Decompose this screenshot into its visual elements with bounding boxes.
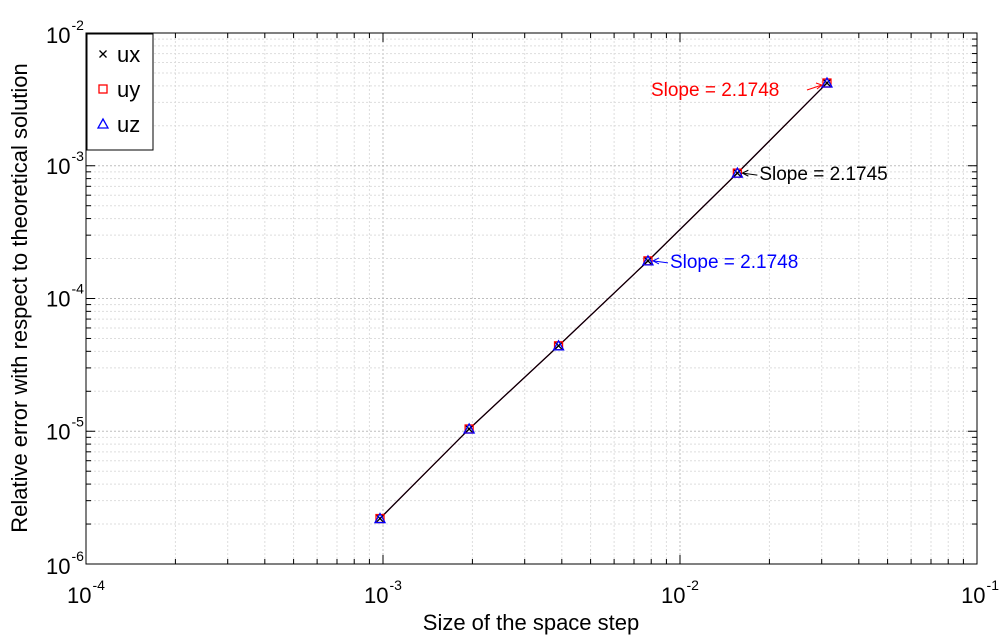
annotation-arrowhead <box>651 257 660 265</box>
axis-ticks: 10-4 10-3 10-2 10-1 10-6 10-5 10-4 10-3 10-2 <box>46 17 999 608</box>
x-tick-label: 10-4 <box>67 577 105 608</box>
slope-annotation: Slope = 2.1748 <box>651 80 824 101</box>
x-axis-label: Size of the space step <box>423 610 639 635</box>
data-point-uz <box>463 422 476 434</box>
y-tick-label: 10-4 <box>46 281 84 312</box>
data-point-uz <box>731 166 744 178</box>
legend-box <box>86 33 154 151</box>
y-tick-label: 10-3 <box>46 148 84 179</box>
x-tick-label: 10-1 <box>961 577 999 608</box>
data-point-uz <box>820 76 834 88</box>
legend-label: ux <box>117 42 140 67</box>
x-tick-label: 10-2 <box>661 577 699 608</box>
annotation-arrow <box>806 84 823 91</box>
data-point-ux <box>465 425 474 433</box>
legend-marker-ux <box>99 50 107 58</box>
x-tick-label: 10-3 <box>364 577 402 608</box>
legend-label: uz <box>117 112 140 137</box>
legend: ux uy uz <box>86 33 154 151</box>
data-point-ux <box>643 256 652 265</box>
slope-annotation-text: Slope = 2.1748 <box>651 80 779 101</box>
annotation-arrowhead <box>815 82 824 90</box>
legend-marker-uy <box>98 84 108 94</box>
data-point-ux <box>823 79 831 87</box>
data-point-ux <box>554 341 563 350</box>
slope-annotations: Slope = 2.1748 Slope = 2.1745 Slope = 2.17… <box>651 80 888 273</box>
series-line-uz <box>379 82 828 519</box>
y-tick-label: 10-2 <box>46 17 84 48</box>
data-point-uz <box>552 339 565 351</box>
data-point-ux <box>376 514 384 523</box>
slope-annotation-text: Slope = 2.1745 <box>759 164 887 185</box>
grid-lines <box>85 33 977 565</box>
y-axis-label: Relative error with respect to theoretic… <box>7 63 32 533</box>
data-point-ux <box>733 169 742 178</box>
series-line-ux <box>379 82 828 519</box>
annotation-arrowhead <box>741 169 749 177</box>
legend-label: uy <box>117 77 140 102</box>
legend-marker-uz <box>96 117 110 129</box>
series-line-uy <box>379 82 828 519</box>
slope-annotation: Slope = 2.1748 <box>651 252 798 273</box>
annotation-arrow <box>742 172 758 176</box>
slope-annotation: Slope = 2.1745 <box>741 164 888 185</box>
series-markers <box>373 76 834 524</box>
data-point-uz <box>373 512 387 524</box>
annotation-arrow <box>652 260 669 264</box>
y-tick-label: 10-5 <box>46 413 84 444</box>
y-tick-label: 10-6 <box>46 548 84 579</box>
data-point-uz <box>641 254 655 266</box>
slope-annotation-text: Slope = 2.1748 <box>670 252 798 273</box>
series-lines <box>379 82 828 519</box>
